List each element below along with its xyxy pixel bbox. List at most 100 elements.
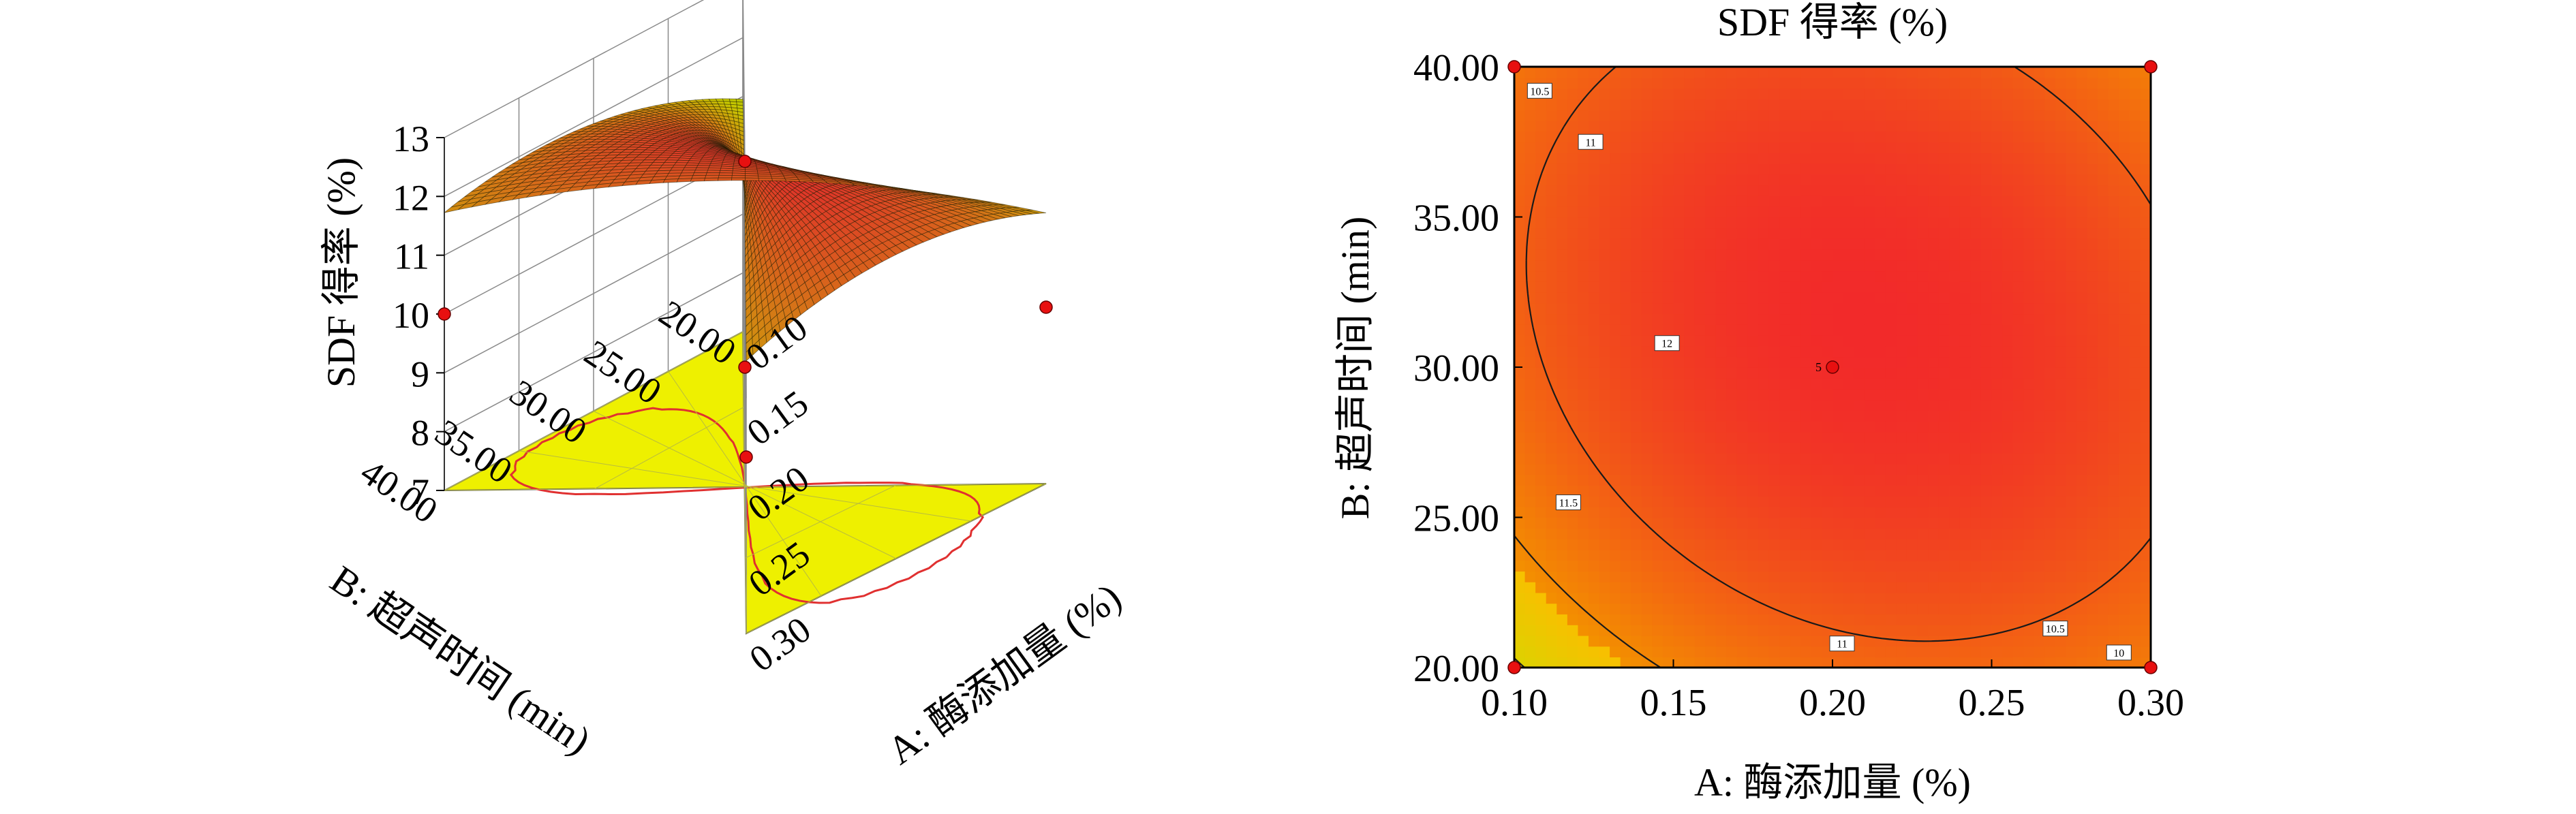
heat-cell xyxy=(2034,292,2046,304)
heat-cell xyxy=(1864,453,1876,465)
heat-cell xyxy=(1959,571,1972,582)
surface-cell xyxy=(717,177,733,181)
heat-cell xyxy=(1641,206,1653,218)
heat-cell xyxy=(1694,99,1706,110)
heat-cell xyxy=(1747,560,1759,572)
heat-cell xyxy=(2034,496,2046,507)
heat-cell xyxy=(1588,249,1600,261)
heat-cell xyxy=(1535,302,1547,315)
heat-cell xyxy=(1768,260,1780,272)
heat-cell xyxy=(1864,195,1876,207)
heat-cell xyxy=(1705,646,1717,658)
design-point xyxy=(438,307,451,321)
heat-cell xyxy=(1906,410,1918,422)
heat-cell xyxy=(1662,206,1674,218)
heat-cell xyxy=(1896,77,1907,89)
heat-cell xyxy=(1535,496,1547,507)
heat-cell xyxy=(1843,592,1854,604)
heat-cell xyxy=(1822,324,1833,336)
heat-cell xyxy=(1928,560,1939,572)
heat-cell xyxy=(2023,625,2035,636)
heat-cell xyxy=(1885,67,1897,78)
heat-cell xyxy=(1843,292,1854,304)
heat-cell xyxy=(1567,410,1579,422)
heat-cell xyxy=(1938,614,1950,625)
heat-cell xyxy=(1822,345,1833,358)
heat-cell xyxy=(1800,77,1812,89)
heat-cell xyxy=(1906,431,1918,443)
heat-cell xyxy=(1641,592,1653,604)
heat-cell xyxy=(2023,506,2035,518)
heat-cell xyxy=(1822,270,1833,282)
heat-cell xyxy=(1610,367,1621,379)
heat-cell xyxy=(1620,345,1632,358)
heat-cell xyxy=(1991,228,2003,239)
heat-cell xyxy=(2055,539,2067,550)
heat-cell xyxy=(1662,217,1674,229)
heat-cell xyxy=(1524,356,1536,368)
heat-cell xyxy=(1800,388,1812,401)
heat-cell xyxy=(1854,110,1865,121)
heat-cell xyxy=(1546,603,1558,615)
heat-cell xyxy=(1822,614,1833,625)
heat-cell xyxy=(2012,367,2024,379)
heat-cell xyxy=(1811,485,1823,497)
heat-cell xyxy=(2055,206,2067,218)
heat-cell xyxy=(1790,603,1802,615)
heat-cell xyxy=(1514,77,1526,89)
heat-cell xyxy=(1822,592,1833,604)
heat-cell xyxy=(1768,571,1780,582)
heat-cell xyxy=(2023,292,2035,304)
heat-cell xyxy=(1662,163,1674,175)
heat-cell xyxy=(1970,195,1982,207)
floor-grid-a xyxy=(746,483,1047,634)
heat-cell xyxy=(1906,77,1918,89)
heat-cell xyxy=(1854,302,1865,315)
heat-cell xyxy=(2044,646,2056,658)
heat-cell xyxy=(1610,292,1621,304)
heat-cell xyxy=(2034,281,2046,293)
heat-cell xyxy=(1864,420,1876,433)
heat-cell xyxy=(1980,356,1993,368)
heat-cell xyxy=(1524,571,1536,582)
heat-cell xyxy=(1843,99,1854,110)
heat-cell xyxy=(1906,260,1918,272)
heat-cell xyxy=(1694,539,1706,550)
heat-cell xyxy=(1747,614,1759,625)
heat-cell xyxy=(1684,131,1696,143)
heat-cell xyxy=(1980,539,1993,550)
heat-cell xyxy=(1673,281,1685,293)
heat-cell xyxy=(2002,228,2014,239)
heat-cell xyxy=(1684,110,1696,121)
heat-cell xyxy=(1768,442,1780,454)
heat-cell xyxy=(1970,249,1982,261)
heat-cell xyxy=(2034,249,2046,261)
heat-cell xyxy=(1726,195,1738,207)
heat-cell xyxy=(2002,185,2014,196)
heat-cell xyxy=(1949,260,1961,272)
heat-cell xyxy=(1822,399,1833,411)
heat-cell xyxy=(1980,217,1993,229)
floor-grid-b xyxy=(519,450,972,522)
heat-cell xyxy=(1779,463,1791,475)
heat-cell xyxy=(1970,582,1982,593)
heat-cell xyxy=(1514,506,1526,518)
heat-cell xyxy=(1535,238,1547,250)
heat-cell xyxy=(1578,110,1589,121)
heat-cell xyxy=(1991,110,2003,121)
heat-cell xyxy=(1736,377,1749,390)
heat-cell xyxy=(1620,195,1632,207)
heat-cell xyxy=(1684,88,1696,100)
heat-cell xyxy=(2066,99,2077,110)
heat-cell xyxy=(1599,174,1610,186)
heat-cell xyxy=(1885,120,1897,132)
heat-cell xyxy=(1588,625,1600,636)
heat-cell xyxy=(1684,485,1696,497)
heat-cell xyxy=(1673,270,1685,282)
heat-cell xyxy=(1567,603,1579,615)
heat-cell xyxy=(1610,539,1621,550)
heat-cell xyxy=(2012,77,2024,89)
heat-cell xyxy=(1641,356,1653,368)
heat-cell xyxy=(2066,431,2077,443)
heat-cell xyxy=(1557,377,1568,390)
